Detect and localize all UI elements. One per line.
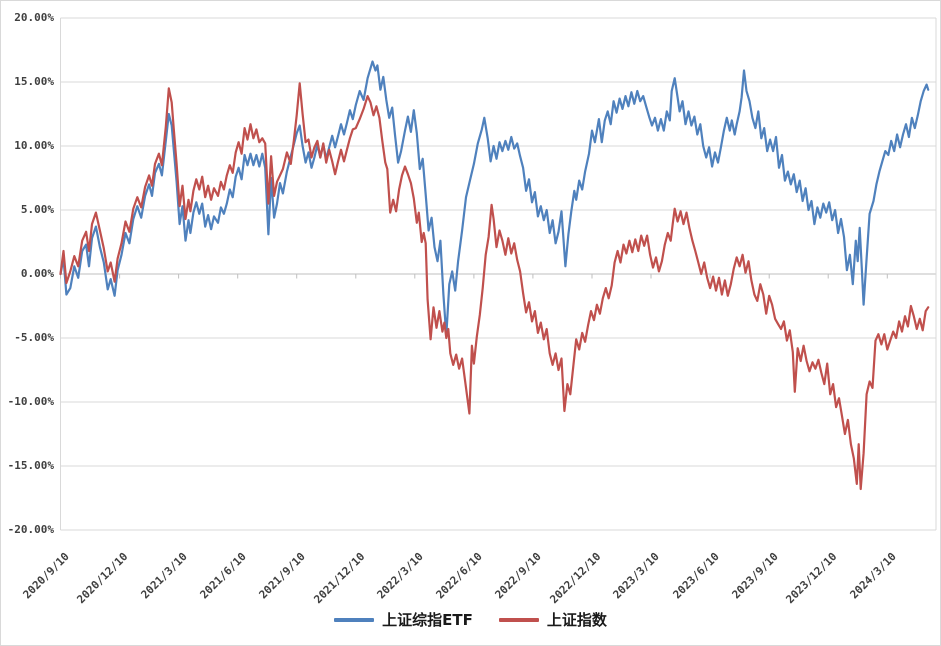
legend-label-etf: 上证综指ETF (382, 611, 473, 629)
y-axis-tick-label: 10.00% (14, 139, 54, 152)
etf-line-swatch-icon (334, 617, 375, 622)
y-axis-tick-label: -20.00% (7, 523, 54, 536)
y-axis-tick-label: 20.00% (14, 11, 54, 24)
y-axis-tick-label: -15.00% (7, 459, 54, 472)
y-axis-tick-label: -10.00% (7, 395, 54, 408)
y-axis-tick-label: 0.00% (20, 267, 54, 280)
legend-item-etf: 上证综指ETF (334, 609, 473, 630)
index-series-line (59, 82, 930, 491)
index-line-swatch-icon (498, 617, 539, 622)
y-axis-tick-label: 15.00% (14, 75, 54, 88)
legend-item-index: 上证指数 (498, 609, 607, 630)
etf-series-line (59, 60, 930, 337)
legend-label-index: 上证指数 (546, 611, 607, 629)
y-axis-tick-label: -5.00% (14, 331, 54, 344)
y-axis-tick-label: 5.00% (20, 203, 54, 216)
legend: 上证综指ETF 上证指数 (1, 609, 940, 630)
